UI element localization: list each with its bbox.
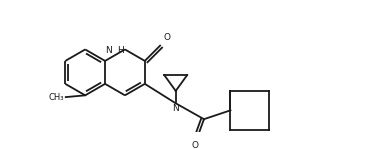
Text: N: N xyxy=(172,104,179,113)
Text: N: N xyxy=(106,46,112,55)
Text: H: H xyxy=(117,46,124,55)
Text: O: O xyxy=(163,33,170,42)
Text: CH₃: CH₃ xyxy=(48,93,64,102)
Text: O: O xyxy=(192,141,199,149)
